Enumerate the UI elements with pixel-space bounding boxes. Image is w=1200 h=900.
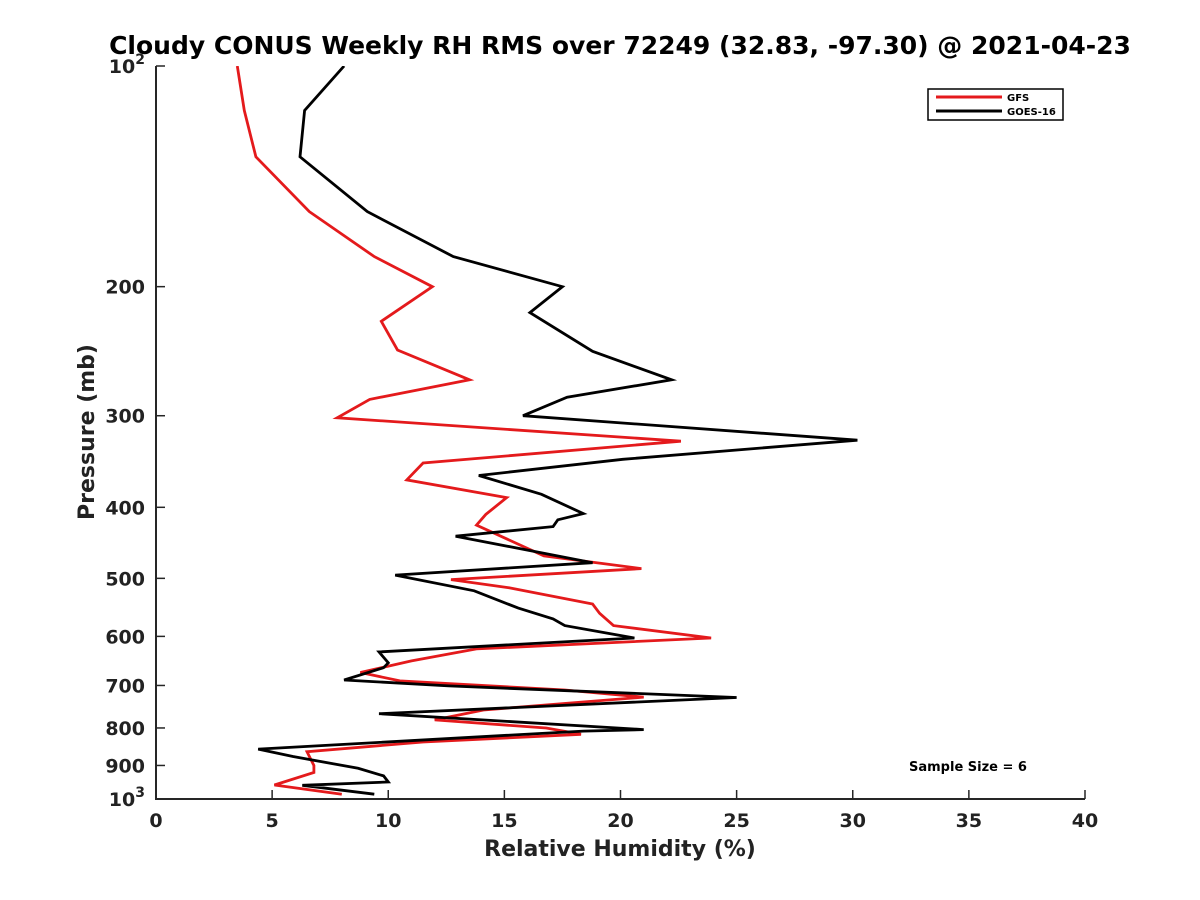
x-tick-label-20: 20 [607,810,633,832]
series-line-goes-16 [257,66,858,796]
x-axis-label: Relative Humidity (%) [484,837,756,862]
x-tick-label-25: 25 [723,810,749,832]
x-axis: 0 5 10 15 20 25 30 35 40 [149,790,1098,832]
y-tick-label-700: 700 [105,675,145,697]
chart-title: Cloudy CONUS Weekly RH RMS over 72249 (3… [109,31,1131,60]
x-tick-label-40: 40 [1072,810,1098,832]
y-tick-label-900: 900 [105,755,145,777]
y-tick-label-300: 300 [105,406,145,428]
y-tick-label-500: 500 [105,568,145,590]
y-tick-label-800: 800 [105,718,145,740]
legend-label-gfs: GFS [1007,93,1029,104]
x-tick-label-30: 30 [840,810,866,832]
y-tick-label-200: 200 [105,277,145,299]
x-tick-label-5: 5 [266,810,279,832]
y-tick-label-1000: 103 [109,785,145,811]
y-axis-label: Pressure (mb) [75,344,100,520]
y-tick-label-600: 600 [105,626,145,648]
y-tick-label-100: 102 [109,52,145,78]
series-line-gfs [235,66,712,796]
legend: GFS GOES-16 [927,88,1064,121]
x-tick-label-10: 10 [375,810,401,832]
x-tick-label-35: 35 [956,810,982,832]
plot-area [235,66,858,796]
x-tick-label-0: 0 [149,810,162,832]
y-axis: 102 200 300 400 500 600 700 800 900 103 [105,52,165,811]
y-tick-label-400: 400 [105,497,145,519]
legend-label-goes-16: GOES-16 [1007,107,1056,118]
legend-box [927,88,1064,121]
sample-size-annotation: Sample Size = 6 [909,760,1027,775]
axes-frame [155,66,1085,800]
x-tick-label-15: 15 [491,810,517,832]
series-layer [235,66,858,796]
